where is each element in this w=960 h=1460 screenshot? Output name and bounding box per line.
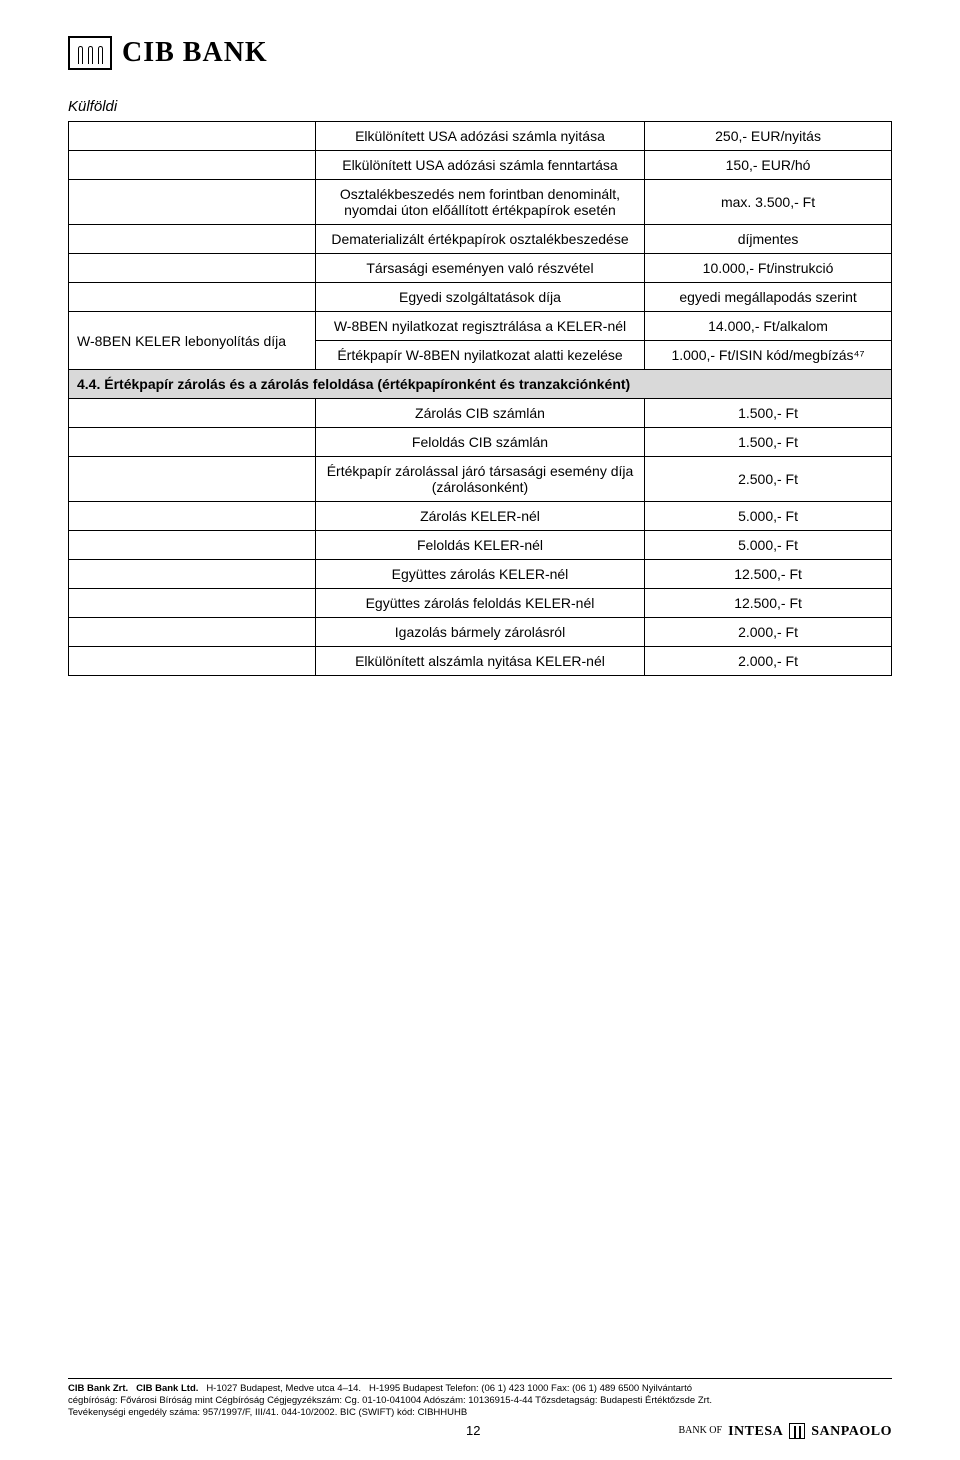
cib-logo-icon [68, 36, 112, 70]
logo-header: CIB BANK [68, 36, 892, 70]
footer-company-1: CIB Bank Zrt. [68, 1383, 128, 1394]
fee-label: Dematerializált értékpapírok osztalékbes… [315, 225, 644, 254]
table-row: W-8BEN KELER lebonyolítás díja W-8BEN ny… [69, 312, 892, 341]
logo-text: CIB BANK [122, 37, 268, 69]
table-row: Egyedi szolgáltatások díja egyedi megáll… [69, 283, 892, 312]
fee-label: Feloldás KELER-nél [315, 531, 644, 560]
table-row: Feloldás CIB számlán 1.500,- Ft [69, 428, 892, 457]
section-header: 4.4. Értékpapír zárolás és a zárolás fel… [69, 370, 892, 399]
fee-value: 10.000,- Ft/instrukció [645, 254, 892, 283]
fee-value: 1.500,- Ft [645, 428, 892, 457]
brand-sanpaolo: SANPAOLO [811, 1423, 892, 1441]
fee-label: Zárolás CIB számlán [315, 399, 644, 428]
fee-value: 2.500,- Ft [645, 457, 892, 502]
fee-label: Egyedi szolgáltatások díja [315, 283, 644, 312]
table-row: Elkülönített USA adózási számla fenntart… [69, 151, 892, 180]
fee-label: Zárolás KELER-nél [315, 502, 644, 531]
table-row: Igazolás bármely zárolásról 2.000,- Ft [69, 618, 892, 647]
brand-prefix: BANK OF [678, 1425, 722, 1438]
footer-company-2: CIB Bank Ltd. [136, 1383, 198, 1394]
fee-label: Együttes zárolás feloldás KELER-nél [315, 589, 644, 618]
footer-line2: cégbíróság: Fővárosi Bíróság mint Cégbír… [68, 1395, 892, 1407]
footer-line3: Tevékenységi engedély száma: 957/1997/F,… [68, 1407, 892, 1419]
table-row: Osztalékbeszedés nem forintban denominál… [69, 180, 892, 225]
table-row: Dematerializált értékpapírok osztalékbes… [69, 225, 892, 254]
table-row: Társasági eseményen való részvétel 10.00… [69, 254, 892, 283]
fee-label: Elkülönített USA adózási számla nyitása [315, 122, 644, 151]
section-title-kulfoldi: Külföldi [68, 98, 892, 115]
fee-label: Osztalékbeszedés nem forintban denominál… [315, 180, 644, 225]
table-row: Zárolás KELER-nél 5.000,- Ft [69, 502, 892, 531]
fee-value: díjmentes [645, 225, 892, 254]
table-row: Elkülönített USA adózási számla nyitása … [69, 122, 892, 151]
fee-value: 12.500,- Ft [645, 589, 892, 618]
fee-value: 1.500,- Ft [645, 399, 892, 428]
table-row: Együttes zárolás feloldás KELER-nél 12.5… [69, 589, 892, 618]
table-row: Értékpapír zárolással járó társasági ese… [69, 457, 892, 502]
section-header-row: 4.4. Értékpapír zárolás és a zárolás fel… [69, 370, 892, 399]
fee-label: W-8BEN nyilatkozat regisztrálása a KELER… [315, 312, 644, 341]
fee-value: 2.000,- Ft [645, 618, 892, 647]
fee-label: Együttes zárolás KELER-nél [315, 560, 644, 589]
fee-value: 5.000,- Ft [645, 502, 892, 531]
intesa-sanpaolo-brand: BANK OF INTESA SANPAOLO [678, 1423, 892, 1441]
footer-text: CIB Bank Zrt. CIB Bank Ltd. H-1027 Budap… [68, 1383, 892, 1395]
fee-value: 1.000,- Ft/ISIN kód/megbízás⁴⁷ [645, 341, 892, 370]
fee-value: 12.500,- Ft [645, 560, 892, 589]
fee-label: Társasági eseményen való részvétel [315, 254, 644, 283]
page-number: 12 [453, 1423, 493, 1439]
brand-separator-icon [789, 1423, 805, 1439]
table-row: Elkülönített alszámla nyitása KELER-nél … [69, 647, 892, 676]
fee-label: Értékpapír W-8BEN nyilatkozat alatti kez… [315, 341, 644, 370]
footer-address-1: H-1027 Budapest, Medve utca 4–14. [206, 1383, 361, 1394]
fee-value: 250,- EUR/nyitás [645, 122, 892, 151]
fee-label: Értékpapír zárolással járó társasági ese… [315, 457, 644, 502]
fee-label: Elkülönített USA adózási számla fenntart… [315, 151, 644, 180]
table-row: Zárolás CIB számlán 1.500,- Ft [69, 399, 892, 428]
fees-table-section1: Elkülönített USA adózási számla nyitása … [68, 121, 892, 676]
table-row: Együttes zárolás KELER-nél 12.500,- Ft [69, 560, 892, 589]
side-label: W-8BEN KELER lebonyolítás díja [69, 312, 316, 370]
fee-value: 5.000,- Ft [645, 531, 892, 560]
fee-value: egyedi megállapodás szerint [645, 283, 892, 312]
fee-value: 14.000,- Ft/alkalom [645, 312, 892, 341]
document-page: CIB BANK Külföldi Elkülönített USA adózá… [0, 0, 960, 1460]
fee-label: Feloldás CIB számlán [315, 428, 644, 457]
fee-label: Elkülönített alszámla nyitása KELER-nél [315, 647, 644, 676]
brand-intesa: INTESA [728, 1423, 783, 1441]
fee-value: 150,- EUR/hó [645, 151, 892, 180]
fee-label: Igazolás bármely zárolásról [315, 618, 644, 647]
fee-value: 2.000,- Ft [645, 647, 892, 676]
table-row: Feloldás KELER-nél 5.000,- Ft [69, 531, 892, 560]
page-footer: CIB Bank Zrt. CIB Bank Ltd. H-1027 Budap… [68, 1378, 892, 1440]
footer-contact: H-1995 Budapest Telefon: (06 1) 423 1000… [369, 1383, 692, 1394]
fee-value: max. 3.500,- Ft [645, 180, 892, 225]
